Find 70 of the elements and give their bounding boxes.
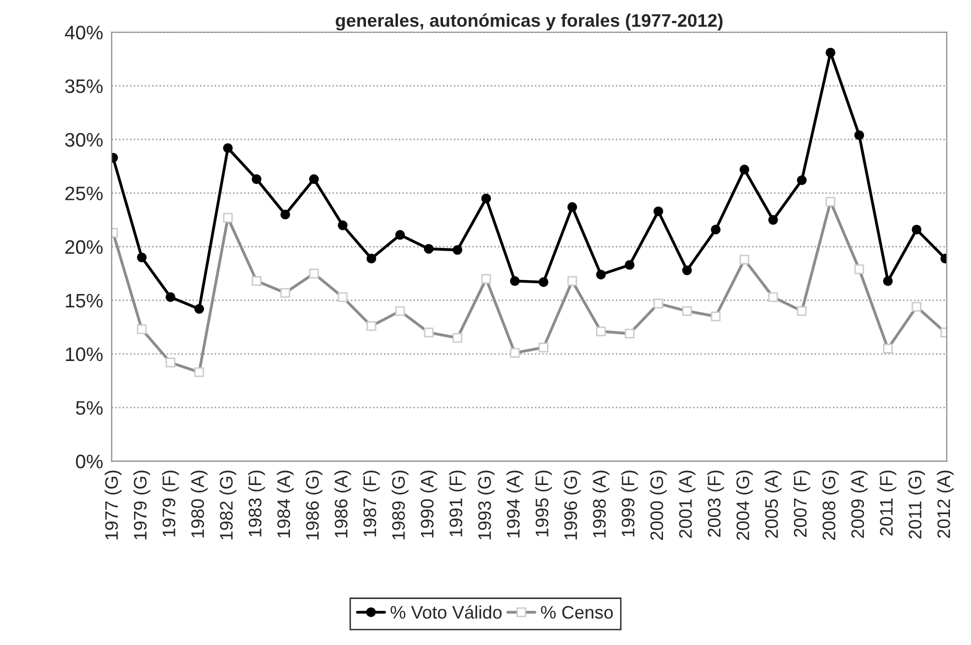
x-tick-label: 1996 (G) [564,470,581,540]
x-tick-label: 1983 (F) [248,470,265,536]
point [826,48,836,58]
x-tick-label: 2003 (F) [707,470,724,537]
x-tick-label: 1987 (F) [362,470,380,536]
x-tick-label: 2011 (F) [879,470,896,536]
point [252,174,262,184]
x-tick-label: 1977 (G) [104,470,122,540]
point [452,245,462,255]
x-tick-label: 2007 (F) [793,470,810,537]
x-tick-label: 1984 (A) [276,470,294,538]
point [223,143,233,153]
point [796,175,807,186]
point [194,304,204,314]
x-tick-label: 1979 (F) [162,470,179,536]
point [653,206,664,216]
point [280,210,290,220]
x-tick-label: 1993 (G) [478,470,495,540]
x-tick-label: 1980 (A) [190,470,208,538]
x-tick-label: 2009 (A) [850,470,868,538]
point [366,254,376,264]
x-tick-label: 1986 (A) [334,470,352,538]
point [424,244,434,254]
point [309,174,319,184]
point [710,224,721,234]
point [883,276,893,286]
x-tick-label: 1979 (G) [133,470,150,540]
y-tick-label: 40% [64,26,103,40]
x-tick-label: 1989 (G) [392,470,408,540]
point [136,252,147,262]
legend-label: % Censo [540,606,613,619]
chart-title: generales, autonómicas y forales (1977-2012) [336,13,723,31]
x-tick-label: 1990 (A) [420,470,438,538]
y-tick-label: 25% [65,186,103,200]
x-tick-label: 2001 (A) [678,470,696,538]
point [338,220,348,230]
point [538,277,548,287]
y-tick-label: 20% [65,240,103,254]
point [740,164,750,174]
y-tick-label: 10% [66,347,103,362]
x-tick-label: 2000 (G) [650,470,667,540]
x-tick-label: 1991 (F) [449,470,466,536]
point [567,202,578,212]
point [912,224,922,234]
point [596,270,606,280]
point [682,265,692,276]
point [510,276,520,286]
y-tick-label: 0% [76,454,103,468]
point [768,215,778,225]
point [624,260,634,270]
x-tick-label: 1999 (F) [621,470,638,536]
y-tick-label: 30% [65,132,103,147]
y-tick-label: 15% [66,294,103,308]
x-tick-label: 1994 (A) [506,470,524,538]
point [395,230,405,240]
point [481,194,492,204]
x-tick-label: 1986 (G) [306,470,322,540]
x-tick-label: 2012 (A) [936,470,954,538]
y-tick-label: 35% [65,79,103,94]
y-tick-label: 5% [76,401,103,415]
x-tick-label: 2004 (G) [736,470,753,540]
x-tick-label: 1995 (F) [535,470,552,536]
legend-label: % Voto Válido [390,605,502,619]
point [166,292,176,302]
x-tick-label: 1982 (G) [219,470,236,540]
x-tick-label: 2008 (G) [822,470,839,540]
point [854,130,864,140]
x-tick-label: 2011 (G) [908,470,925,539]
x-tick-label: 2005 (A) [764,470,782,538]
x-tick-label: 1998 (A) [592,470,610,538]
